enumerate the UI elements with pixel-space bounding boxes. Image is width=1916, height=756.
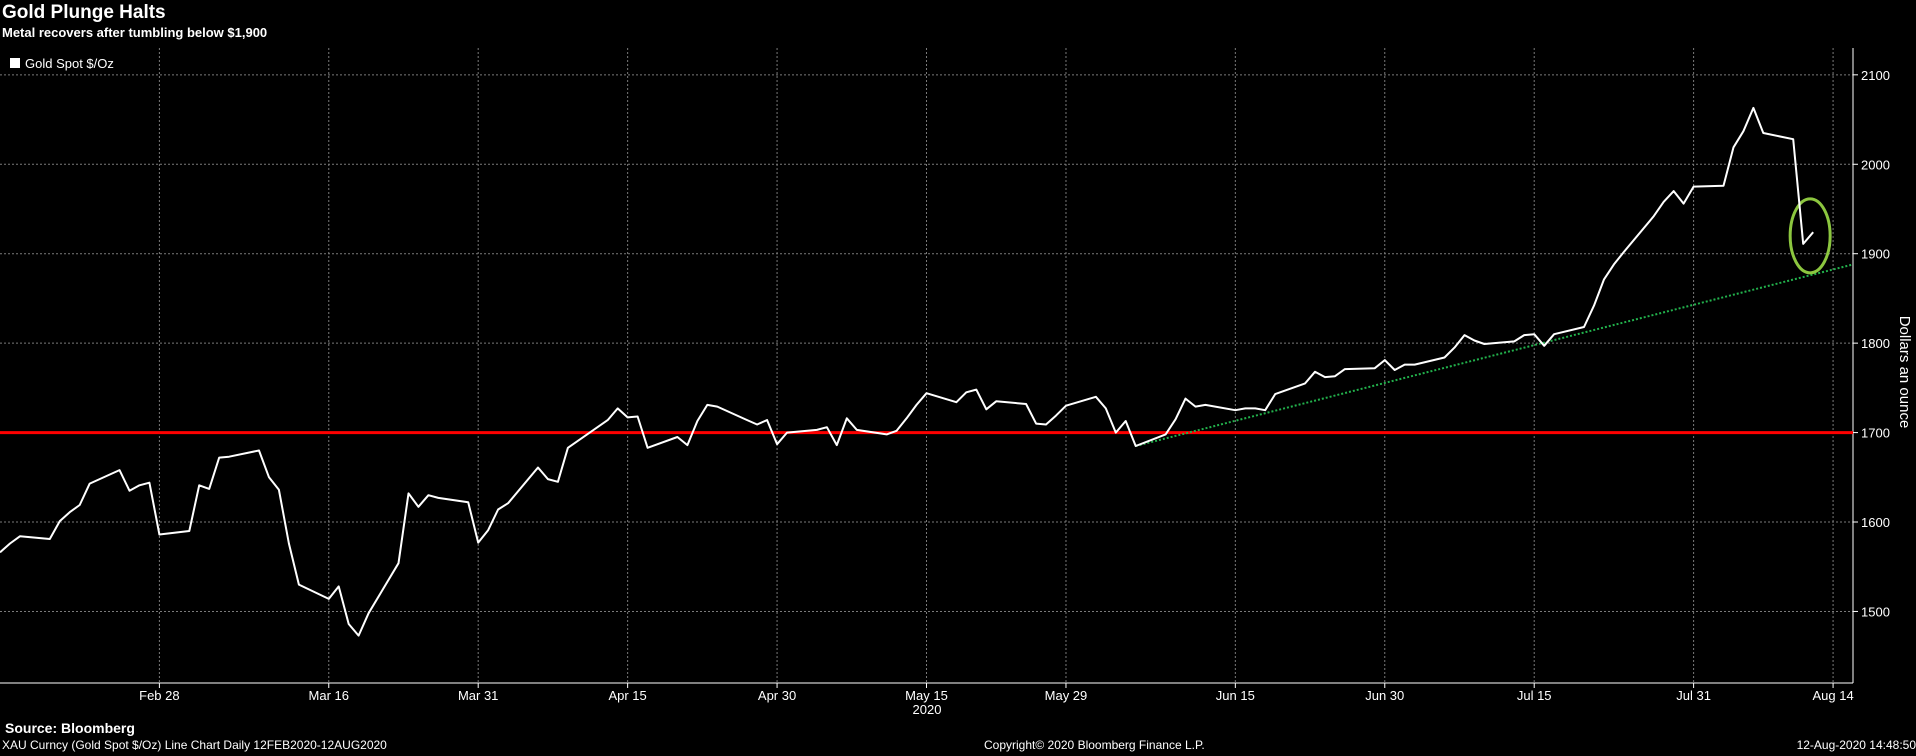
y-tick-label: 1500 [1861,604,1890,619]
timestamp: 12-Aug-2020 14:48:50 [1796,738,1916,752]
gold-spot-line [0,106,1814,637]
y-tick-label: 2100 [1861,68,1890,83]
series-layer [0,106,1814,637]
chart-title: Gold Plunge Halts [2,2,166,23]
x-tick-label: Jul 31 [1676,688,1711,703]
grid-layer [0,48,1853,683]
x-tick-label: Mar 16 [309,688,349,703]
legend-swatch [10,58,20,68]
axis-layer: 1500 1600 1700 1800 1900 2000 2100 Feb 28 Mar 16… [0,48,1890,703]
y-tick-label: 1800 [1861,336,1890,351]
x-tick-label: Jun 15 [1216,688,1255,703]
x-tick-label: Mar 31 [458,688,498,703]
x-tick-label: Jul 15 [1517,688,1552,703]
y-tick-label: 2000 [1861,157,1890,172]
y-tick-label: 1700 [1861,426,1890,441]
legend-entry: Gold Spot $/Oz [25,56,114,71]
y-tick-label: 1900 [1861,247,1890,262]
copyright-notice: Copyright© 2020 Bloomberg Finance L.P. [984,738,1205,752]
legend-layer: Gold Spot $/Oz [10,56,114,71]
chart-descriptor: XAU Curncy (Gold Spot $/Oz) Line Chart D… [2,738,387,752]
source-label: Source: Bloomberg [5,720,135,736]
x-tick-label: May 29 [1045,688,1088,703]
x-tick-label: Aug 14 [1812,688,1853,703]
annotation-layer [0,197,1854,447]
x-tick-label: Apr 30 [758,688,796,703]
uptrend-line [1135,263,1854,447]
chart-subtitle: Metal recovers after tumbling below $1,9… [2,25,268,40]
x-axis-year-label: 2020 [913,702,942,717]
x-tick-label: May 15 [905,688,948,703]
x-tick-label: Feb 28 [139,688,179,703]
highlight-ellipse [1788,197,1832,275]
x-tick-label: Apr 15 [608,688,646,703]
y-tick-label: 1600 [1861,515,1890,530]
y-axis-title: Dollars an ounce [1896,316,1913,429]
x-tick-label: Jun 30 [1365,688,1404,703]
